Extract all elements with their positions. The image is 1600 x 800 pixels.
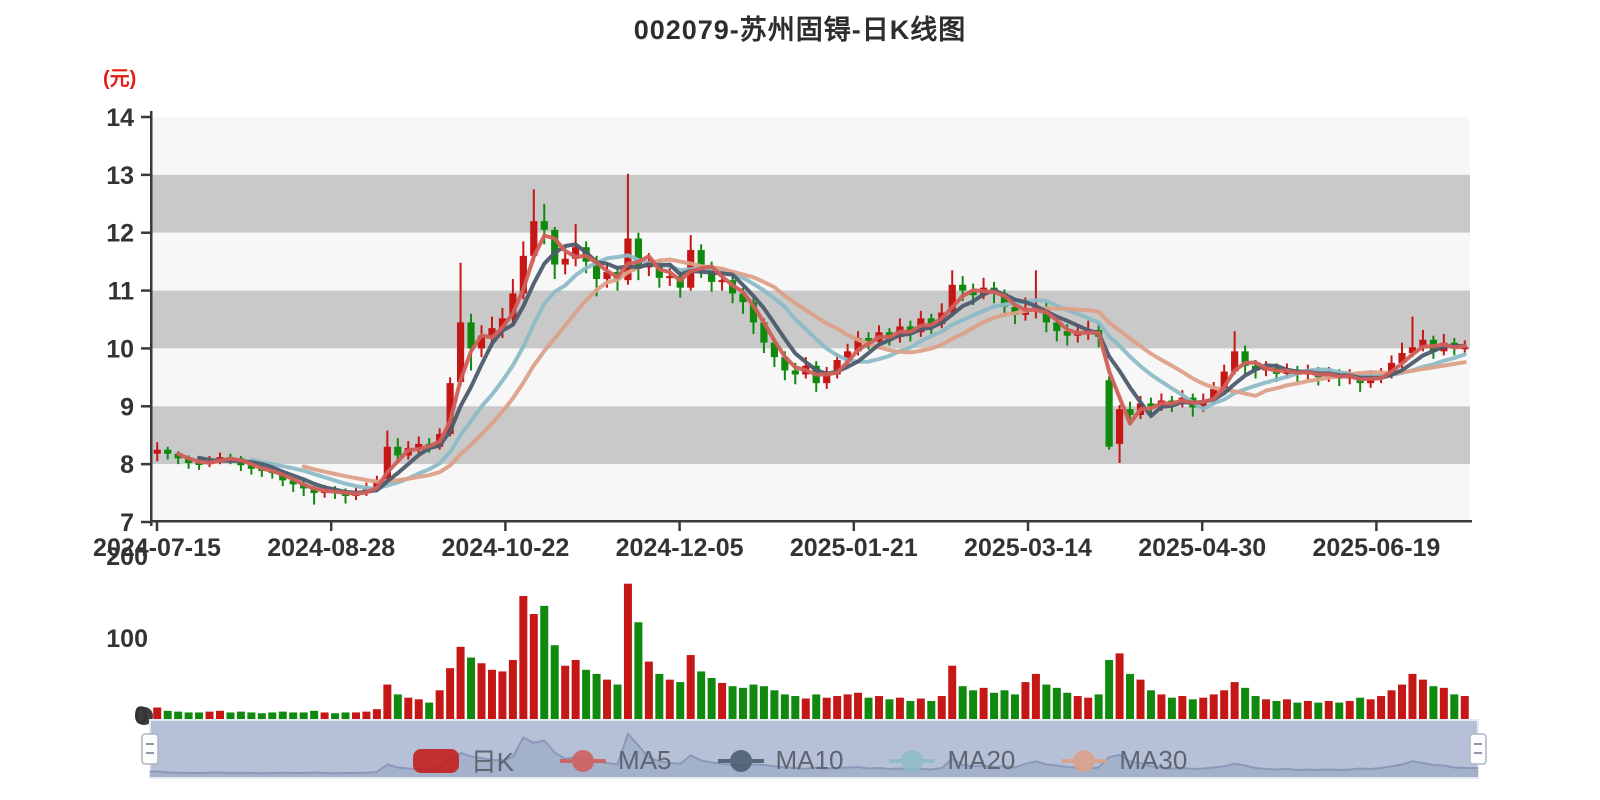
background-stripes (152, 117, 1470, 522)
x-axis-label: 2024-10-22 (441, 534, 569, 562)
y-axis-label: 12 (106, 220, 134, 248)
y-axis-label: 11 (108, 278, 135, 306)
x-axis-label: 2025-04-30 (1138, 534, 1266, 562)
volume-axis-label: 200 (106, 543, 148, 571)
y-axis-label: 7 (120, 509, 134, 537)
legend-item-ma30[interactable]: MA30 (1061, 745, 1187, 776)
volume-bars (153, 583, 1469, 719)
datazoom-silhouette-line (150, 731, 1478, 775)
y-axis-label: 8 (120, 451, 134, 479)
left-edge-dot (135, 707, 153, 725)
ma5-line (176, 233, 1467, 496)
datazoom-left-handle[interactable] (141, 733, 159, 765)
legend-line-icon (717, 749, 764, 772)
x-axis-label: 2024-07-15 (93, 534, 221, 562)
y-axis-label: 14 (106, 104, 134, 132)
volume-axis-label: 0 (134, 702, 148, 730)
y-axis-label: 10 (106, 335, 134, 363)
datazoom-silhouette-area (150, 733, 1478, 777)
legend-label: MA10 (775, 745, 844, 775)
x-axis-label: 2024-08-28 (267, 534, 395, 562)
legend-label: 日K (470, 747, 515, 777)
legend-label: MA30 (1119, 745, 1188, 775)
legend-line-icon (560, 749, 607, 772)
chart-legend: 日K MA5 MA10 MA20 MA30 (0, 742, 1600, 779)
x-axis-label: 2024-12-05 (616, 534, 744, 562)
y-axis-label: 13 (106, 162, 134, 190)
legend-item-ma20[interactable]: MA20 (889, 745, 1015, 776)
legend-line-icon (889, 749, 936, 772)
legend-item-ma5[interactable]: MA5 (560, 745, 672, 776)
x-axis-label: 2025-06-19 (1312, 534, 1440, 562)
datazoom-slider[interactable] (141, 719, 1487, 779)
legend-label: MA20 (947, 745, 1016, 775)
x-axis-label: 2025-03-14 (964, 534, 1092, 562)
legend-line-icon (1061, 749, 1108, 772)
legend-label: MA5 (618, 745, 672, 775)
datazoom-right-handle[interactable] (1469, 733, 1487, 765)
legend-item-ma10[interactable]: MA10 (717, 745, 844, 776)
y-axis-unit-label: (元) (103, 68, 137, 90)
page-title: 002079-苏州固锝-日K线图 (633, 15, 967, 45)
ma30-line (301, 257, 1467, 484)
volume-axis-label: 100 (106, 625, 148, 653)
x-axis-label: 2025-01-21 (790, 534, 918, 562)
legend-item-daily-k[interactable]: 日K (412, 742, 515, 779)
legend-candlestick-icon (412, 748, 459, 773)
y-axis-label: 9 (120, 393, 134, 421)
